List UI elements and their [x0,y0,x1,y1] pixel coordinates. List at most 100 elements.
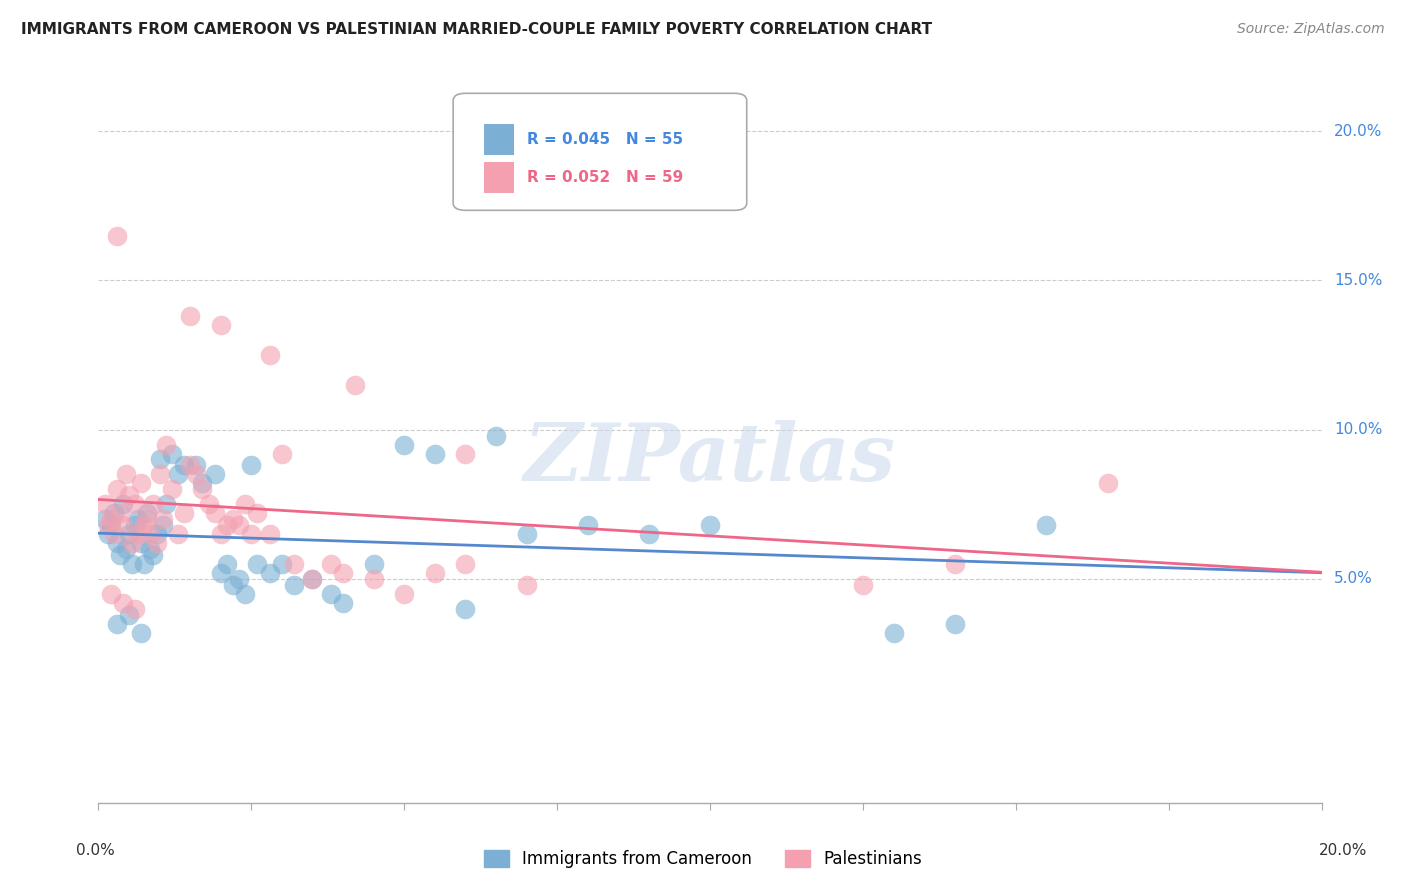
Point [93,512,115,526]
Point [209,527,232,541]
Point [222,578,245,592]
Point [105,228,128,243]
FancyBboxPatch shape [453,94,747,211]
Point [103,506,125,520]
Point [204,506,226,520]
Point [108,506,131,520]
Point [454,601,477,615]
Point [283,578,305,592]
Point [111,497,134,511]
Point [943,557,966,571]
Point [270,446,294,460]
Point [233,497,256,511]
Point [259,348,281,362]
Point [576,518,599,533]
Point [97,527,120,541]
Point [134,518,156,533]
Point [97,518,120,533]
Point [155,497,177,511]
Point [100,518,122,533]
Point [145,527,167,541]
Point [139,542,162,557]
Point [943,616,966,631]
Point [152,512,174,526]
Point [118,607,141,622]
Point [145,536,167,550]
Point [167,467,190,482]
Point [100,512,122,526]
Point [155,437,177,451]
Point [149,452,172,467]
Point [124,497,146,511]
Point [423,446,446,460]
Point [129,476,152,491]
Point [105,483,128,497]
Point [240,527,263,541]
Text: R = 0.045   N = 55: R = 0.045 N = 55 [527,132,683,147]
Point [121,557,143,571]
Legend: Immigrants from Cameroon, Palestinians: Immigrants from Cameroon, Palestinians [477,843,929,875]
Point [134,557,156,571]
Point [142,497,165,511]
Bar [484,124,515,155]
Point [191,483,214,497]
Point [332,596,354,610]
Point [124,518,146,533]
Point [197,497,219,511]
Point [186,458,208,473]
Text: Source: ZipAtlas.com: Source: ZipAtlas.com [1237,22,1385,37]
Point [173,458,195,473]
Point [108,548,131,562]
Point [246,506,269,520]
Point [129,625,152,640]
Point [363,572,385,586]
Text: 20.0%: 20.0% [1334,124,1382,138]
Point [204,467,226,482]
Text: 10.0%: 10.0% [1334,422,1382,437]
Point [173,506,195,520]
Point [699,518,721,533]
Point [637,527,661,541]
Point [93,497,115,511]
Text: R = 0.052   N = 59: R = 0.052 N = 59 [527,169,683,185]
Point [152,518,174,533]
Point [485,428,508,442]
Point [142,548,165,562]
Point [392,437,416,451]
Point [222,512,245,526]
Point [246,557,269,571]
Point [516,578,538,592]
Point [160,446,183,460]
Point [228,572,250,586]
Point [215,557,238,571]
Point [883,625,905,640]
Point [392,587,416,601]
Point [124,601,146,615]
Point [319,557,342,571]
Point [319,587,342,601]
Point [149,467,172,482]
Point [103,527,125,541]
Point [191,476,214,491]
Point [139,527,162,541]
Text: IMMIGRANTS FROM CAMEROON VS PALESTINIAN MARRIED-COUPLE FAMILY POVERTY CORRELATIO: IMMIGRANTS FROM CAMEROON VS PALESTINIAN … [21,22,932,37]
Point [186,467,208,482]
Point [209,318,232,332]
Point [228,518,250,533]
Point [363,557,385,571]
Point [344,377,367,392]
Point [118,488,141,502]
Point [301,572,323,586]
Point [301,572,323,586]
Point [121,536,143,550]
Text: 5.0%: 5.0% [1334,572,1372,586]
Point [852,578,875,592]
Point [1097,476,1119,491]
Point [127,512,149,526]
Point [240,458,263,473]
Point [209,566,232,580]
Point [115,542,138,557]
Point [454,446,477,460]
Text: ZIPatlas: ZIPatlas [524,420,896,498]
Point [259,527,281,541]
